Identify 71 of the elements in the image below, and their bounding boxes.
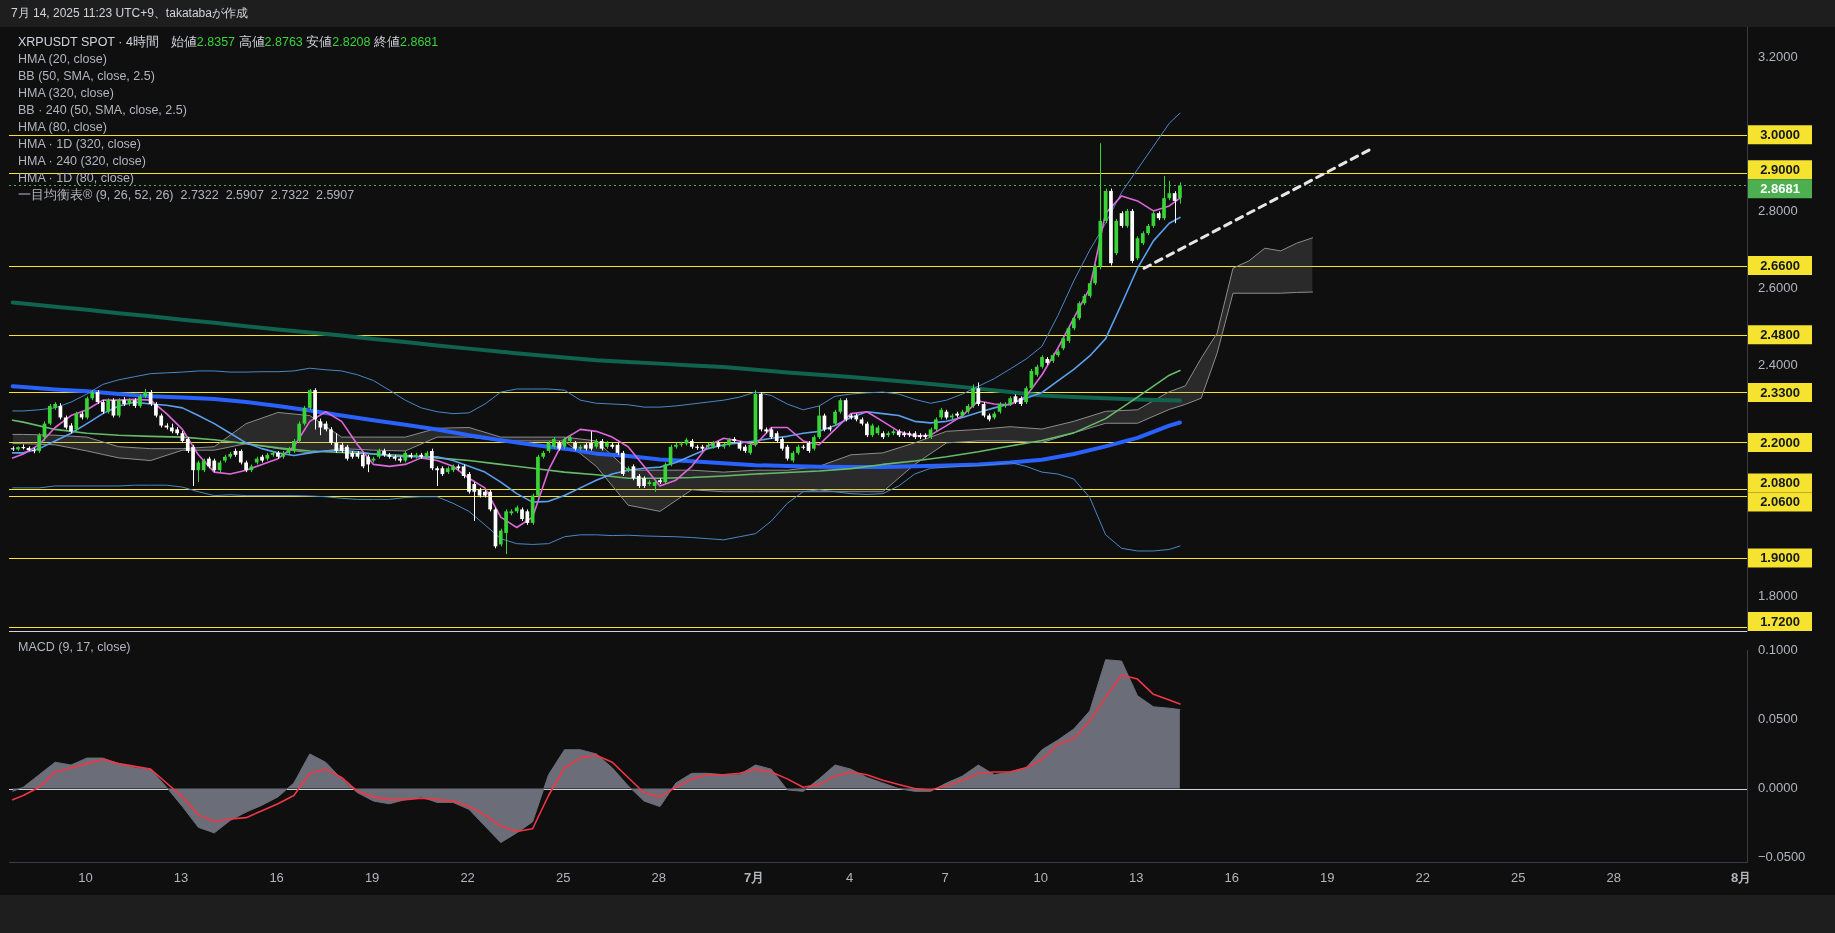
y-tick-label: −0.0500 [1758, 849, 1806, 865]
x-tick-label: 7月 [744, 870, 765, 886]
ref-line-label: 1.9000 [1760, 549, 1800, 565]
annotation: HMA · 1D (320, close) [18, 137, 141, 151]
ref-line-label: 2.6600 [1760, 257, 1800, 273]
candlestick [1178, 181, 1182, 205]
annotation: MACD (9, 17, close) [18, 640, 131, 654]
y-tick-label: 0.1000 [1758, 641, 1798, 657]
ref-line-label: 2.8681 [1760, 180, 1800, 196]
x-tick-label: 16 [1224, 870, 1239, 886]
x-tick-label: 25 [1510, 870, 1526, 886]
candlestick [74, 411, 79, 432]
candlestick [817, 405, 821, 440]
ref-line-label: 2.4800 [1760, 326, 1800, 342]
x-tick-label: 28 [1606, 870, 1621, 886]
candlestick [85, 395, 89, 420]
text: 始値2.8357 高値2.8763 安値2.8208 終値2.8681 [170, 35, 439, 49]
x-tick-label: 25 [555, 870, 571, 886]
x-tick-label: 10 [78, 870, 93, 886]
candlestick [1077, 300, 1081, 321]
text: 7月 14, 2025 11:23 UTC+9、takatabaが作成 [11, 6, 248, 20]
annotation: HMA · 240 (320, close) [18, 154, 146, 168]
x-tick-label: 8月 [1730, 870, 1752, 886]
ref-line-label: 2.0800 [1760, 475, 1800, 491]
candlestick [971, 383, 975, 409]
candlestick [196, 460, 201, 483]
candlestick [334, 432, 339, 454]
text: XRPUSDT SPOT · 4時間 [18, 35, 159, 49]
candlestick [663, 462, 668, 485]
y-tick-label: 1.8000 [1758, 587, 1798, 603]
annotation: 一目均衡表® (9, 26, 52, 26) 2.7322 2.5907 2.7322 2.5907 [18, 188, 355, 202]
candlestick [1167, 180, 1172, 201]
x-tick-label: 19 [364, 870, 380, 886]
candlestick [620, 450, 625, 477]
y-tick-label: 0.0500 [1758, 710, 1798, 726]
annotation: HMA (20, close) [18, 52, 107, 66]
ref-line-label: 2.2000 [1760, 434, 1800, 450]
x-tick-label: 28 [651, 870, 666, 886]
candlestick [1125, 208, 1129, 229]
ref-line-label: 2.9000 [1760, 161, 1800, 177]
candlestick [1162, 175, 1166, 221]
x-tick-label: 19 [1319, 870, 1335, 886]
ref-line-label: 2.3300 [1760, 384, 1800, 400]
ref-line-label: 2.0600 [1760, 494, 1800, 510]
ref-line-label: 3.0000 [1760, 126, 1800, 142]
annotation: HMA · 1D (80, close) [18, 171, 135, 185]
x-tick-label: 22 [460, 870, 475, 886]
x-tick-label: 13 [1128, 870, 1144, 886]
x-tick-label: 13 [173, 870, 189, 886]
y-tick-label: 2.4000 [1758, 357, 1798, 373]
x-tick-label: 10 [1033, 870, 1048, 886]
candlestick [976, 381, 981, 407]
y-tick-label: 2.6000 [1758, 280, 1798, 296]
x-tick-label: 16 [269, 870, 284, 886]
candlestick [37, 432, 42, 454]
candlestick [297, 420, 302, 444]
candlestick [116, 397, 121, 418]
candlestick [1093, 263, 1097, 286]
y-tick-label: 3.2000 [1758, 49, 1798, 65]
x-tick-label: 7 [941, 870, 949, 886]
annotation: BB (50, SMA, close, 2.5) [18, 69, 155, 83]
x-tick-label: 4 [846, 870, 854, 886]
annotation: BB · 240 (50, SMA, close, 2.5) [18, 103, 187, 117]
candlestick [307, 388, 312, 411]
y-tick-label: 0.0000 [1758, 780, 1798, 796]
candlestick [435, 465, 439, 487]
y-tick-label: 2.8000 [1758, 203, 1798, 219]
ref-line-label: 1.7200 [1760, 613, 1800, 629]
annotation: HMA (80, close) [18, 120, 107, 134]
annotation: HMA (320, close) [18, 86, 114, 100]
x-tick-label: 22 [1415, 870, 1430, 886]
